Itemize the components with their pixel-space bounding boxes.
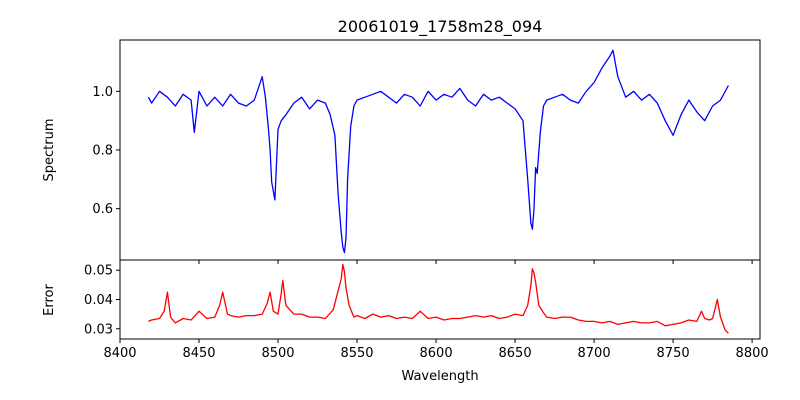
- error-x-tick-label: 8500: [261, 346, 294, 361]
- error-panel: 8400 8450 8500 8550 8600 8650 8700 8750 8800 0.03…: [84, 259, 769, 361]
- error-y-axis-label: Error: [42, 284, 57, 316]
- spectrum-y-tick-label: 0.6: [92, 202, 113, 217]
- error-x-tick-label: 8400: [103, 346, 136, 361]
- error-x-tick-label: 8600: [420, 346, 453, 361]
- error-x-tick-label: 8550: [340, 346, 373, 361]
- chart-title: 20061019_1758m28_094: [338, 17, 543, 37]
- spectrum-y-axis-label: Spectrum: [42, 119, 57, 182]
- error-y-tick-label: 0.03: [84, 322, 113, 337]
- error-x-tick-label: 8650: [499, 346, 532, 361]
- x-axis-label: Wavelength: [401, 369, 478, 384]
- spectrum-y-tick-label: 0.8: [92, 144, 113, 159]
- error-x-tick-label: 8700: [578, 346, 611, 361]
- error-x-tick-label: 8450: [182, 346, 215, 361]
- error-x-tick-label: 8750: [657, 346, 690, 361]
- spectrum-y-tick-label: 1.0: [92, 85, 113, 100]
- spectrum-series-line: [147, 49, 729, 254]
- error-series-line: [148, 263, 729, 334]
- error-y-tick-label: 0.04: [84, 293, 113, 308]
- error-x-tick-label: 8800: [736, 346, 769, 361]
- error-y-tick-label: 0.05: [84, 264, 113, 279]
